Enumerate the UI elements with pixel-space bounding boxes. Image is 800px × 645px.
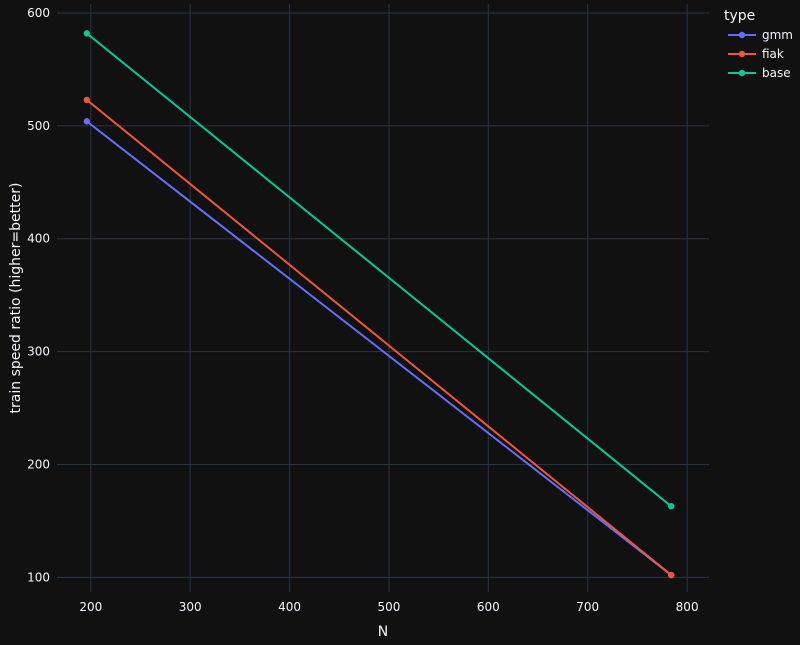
legend-label-gmm: gmm <box>762 28 793 42</box>
legend[interactable]: type gmm fiak base <box>724 8 793 80</box>
legend-title: type <box>724 8 755 24</box>
data-point-base-1[interactable] <box>668 503 675 510</box>
legend-label-fiak: fiak <box>762 47 784 61</box>
series-fiak[interactable] <box>83 96 675 579</box>
x-tick-label-700: 700 <box>576 600 599 614</box>
series-lines <box>83 30 675 579</box>
data-point-gmm-0[interactable] <box>83 118 91 125</box>
x-tick-label-400: 400 <box>278 600 301 614</box>
y-axis-title: train speed ratio (higher=better) <box>8 183 24 414</box>
legend-item-fiak[interactable]: fiak <box>728 47 784 61</box>
legend-items[interactable]: gmm fiak base <box>728 28 793 80</box>
series-gmm[interactable] <box>83 118 675 579</box>
x-tick-label-600: 600 <box>477 600 500 614</box>
data-point-base-0[interactable] <box>83 30 91 37</box>
series-base[interactable] <box>83 30 675 510</box>
legend-item-gmm[interactable]: gmm <box>728 28 793 42</box>
legend-swatch-marker-gmm <box>738 31 746 39</box>
legend-item-base[interactable]: base <box>728 66 791 80</box>
y-tick-label-300: 300 <box>27 345 50 359</box>
legend-swatch-marker-base <box>738 69 746 77</box>
series-line-fiak[interactable] <box>86 99 672 576</box>
x-tick-label-500: 500 <box>378 600 401 614</box>
x-axis-ticks: 200 300 400 500 600 700 800 <box>79 600 698 614</box>
legend-swatch-marker-fiak <box>738 50 746 58</box>
y-axis-ticks: 100 200 300 400 500 600 <box>27 6 50 584</box>
series-line-base[interactable] <box>86 32 672 508</box>
grid <box>57 4 709 592</box>
series-line-gmm[interactable] <box>86 120 672 576</box>
y-tick-label-400: 400 <box>27 232 50 246</box>
legend-label-base: base <box>762 66 791 80</box>
data-point-fiak-1[interactable] <box>668 571 675 579</box>
y-tick-label-100: 100 <box>27 570 50 584</box>
y-tick-label-200: 200 <box>27 457 50 471</box>
data-point-fiak-0[interactable] <box>83 96 91 104</box>
x-tick-label-300: 300 <box>179 600 202 614</box>
x-axis-title: N <box>378 624 388 640</box>
y-tick-label-500: 500 <box>27 119 50 133</box>
x-tick-label-800: 800 <box>676 600 699 614</box>
x-tick-label-200: 200 <box>79 600 102 614</box>
y-tick-label-600: 600 <box>27 6 50 20</box>
